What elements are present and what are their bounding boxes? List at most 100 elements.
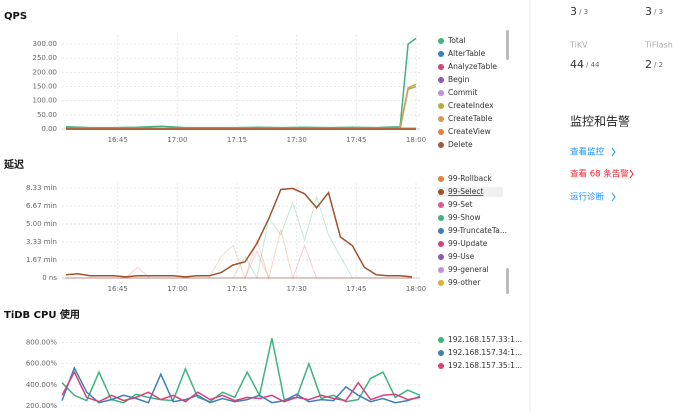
legend-label: CreateIndex [448, 101, 494, 110]
series-line [65, 187, 413, 278]
y-tick-label: 100.00 [33, 97, 58, 105]
y-tick-label: 5.00 min [26, 220, 57, 228]
legend-label: Begin [448, 75, 470, 84]
y-tick-label: 6.67 min [26, 202, 57, 210]
legend-marker [438, 116, 444, 122]
link-arrow [629, 169, 634, 179]
series-line [66, 244, 412, 279]
legend-label: 192.168.157.35:1... [448, 361, 522, 370]
legend-label: Delete [448, 140, 473, 149]
legend-label: AlterTable [448, 49, 486, 58]
link-arrow [611, 192, 616, 202]
legend-marker [438, 363, 444, 369]
x-tick-label: 18:00 [406, 285, 426, 293]
stat-label: TiKV [569, 41, 588, 50]
stat-total: / 3 [654, 8, 663, 16]
legend-marker [438, 189, 444, 195]
x-tick-label: 17:15 [227, 285, 247, 293]
x-tick-label: 17:00 [167, 136, 187, 144]
link[interactable]: 查看监控 [570, 147, 605, 158]
stat-label: TiFlash [644, 41, 673, 50]
legend-label: 99-Show [448, 213, 481, 222]
stat: 3/ 3 [570, 5, 588, 18]
x-tick-label: 18:00 [406, 136, 426, 144]
section-title: 监控和告警 [570, 114, 630, 129]
legend-marker [438, 64, 444, 70]
legend-label: AnalyzeTable [448, 62, 497, 71]
x-tick-label: 17:45 [346, 285, 366, 293]
legend-label: 99-Select [448, 187, 483, 196]
y-tick-label: 800.00% [26, 339, 57, 347]
chart-title: TiDB CPU 使用 [4, 308, 80, 321]
y-tick-label: 250.00 [33, 54, 58, 62]
legend-label: 192.168.157.33:1... [448, 335, 522, 344]
y-tick-label: 400.00% [26, 381, 57, 389]
chart-title: 延迟 [3, 158, 24, 171]
legend-label: 99-Set [448, 200, 473, 209]
y-tick-label: 0.00 [41, 125, 57, 133]
y-tick-label: 600.00% [26, 360, 57, 368]
x-tick-label: 17:15 [227, 136, 247, 144]
legend-highlight [437, 187, 503, 197]
stat-total: / 3 [579, 8, 588, 16]
y-tick-label: 150.00 [33, 83, 58, 91]
legend-label: 99-other [448, 278, 481, 287]
link-arrow [611, 147, 616, 157]
y-tick-label: 200.00% [26, 402, 57, 410]
stat: 3/ 3 [645, 5, 663, 18]
legend-marker [438, 129, 444, 135]
stat: 2/ 2 [645, 58, 663, 71]
legend-scrollbar[interactable] [506, 268, 509, 294]
legend-label: 99-Use [448, 252, 475, 261]
x-tick-label: 16:45 [108, 285, 128, 293]
x-tick-label: 17:30 [287, 285, 307, 293]
stat-value: 2 [645, 58, 652, 71]
legend-marker [438, 142, 444, 148]
stat-value: 3 [645, 5, 652, 18]
stat-total: / 44 [586, 61, 600, 69]
y-tick-label: 200.00 [33, 68, 58, 76]
legend-marker [438, 38, 444, 44]
y-tick-label: 0 ns [42, 274, 57, 282]
legend-marker [438, 202, 444, 208]
x-tick-label: 17:30 [287, 136, 307, 144]
chart-title: QPS [4, 11, 27, 22]
legend-label: Total [447, 36, 466, 45]
legend-marker [438, 228, 444, 234]
legend-marker [438, 241, 444, 247]
legend-label: 99-TruncateTa... [448, 226, 507, 235]
y-tick-label: 300.00 [33, 40, 58, 48]
series-line [66, 229, 412, 280]
legend-label: 99-Rollback [448, 174, 492, 183]
legend-marker [438, 176, 444, 182]
legend-marker [438, 280, 444, 286]
legend-marker [438, 254, 444, 260]
legend-label: Commit [448, 88, 478, 97]
legend-marker [438, 337, 444, 343]
legend-label: CreateTable [448, 114, 493, 123]
legend-label: 99-general [448, 265, 489, 274]
legend-label: 192.168.157.34:1... [448, 348, 522, 357]
stat: 44/ 44 [570, 58, 600, 71]
link[interactable]: 运行诊断 [570, 192, 605, 203]
legend-marker [438, 51, 444, 57]
y-tick-label: 50.00 [37, 111, 57, 119]
link[interactable]: 查看 68 条告警 [570, 169, 629, 180]
legend-label: 99-Update [448, 239, 488, 248]
legend-marker [438, 350, 444, 356]
y-tick-label: 8.33 min [26, 184, 57, 192]
legend-scrollbar[interactable] [506, 30, 509, 60]
x-tick-label: 17:00 [167, 285, 187, 293]
series-line [61, 370, 421, 403]
series-line [66, 195, 412, 280]
stat-total: / 2 [654, 61, 663, 69]
legend-marker [438, 215, 444, 221]
legend-marker [438, 267, 444, 273]
y-tick-label: 1.67 min [26, 256, 57, 264]
stat-value: 44 [570, 58, 584, 71]
legend-label: CreateView [448, 127, 491, 136]
x-tick-label: 17:45 [346, 136, 366, 144]
stat-value: 3 [570, 5, 577, 18]
series-line [65, 37, 417, 129]
